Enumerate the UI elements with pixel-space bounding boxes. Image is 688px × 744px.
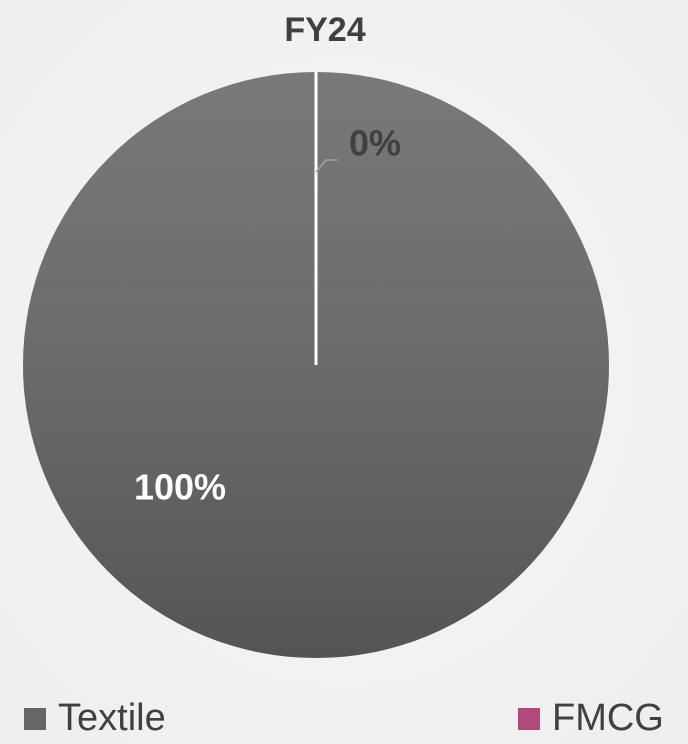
data-label: 0% [349, 123, 401, 164]
chart-title: FY24 [284, 11, 365, 49]
legend-swatch [518, 708, 540, 730]
leader-line [315, 159, 338, 173]
data-label: 100% [134, 467, 226, 508]
legend-label: FMCG [552, 697, 664, 739]
legend-label: Textile [58, 697, 166, 739]
legend-swatch [24, 708, 46, 730]
